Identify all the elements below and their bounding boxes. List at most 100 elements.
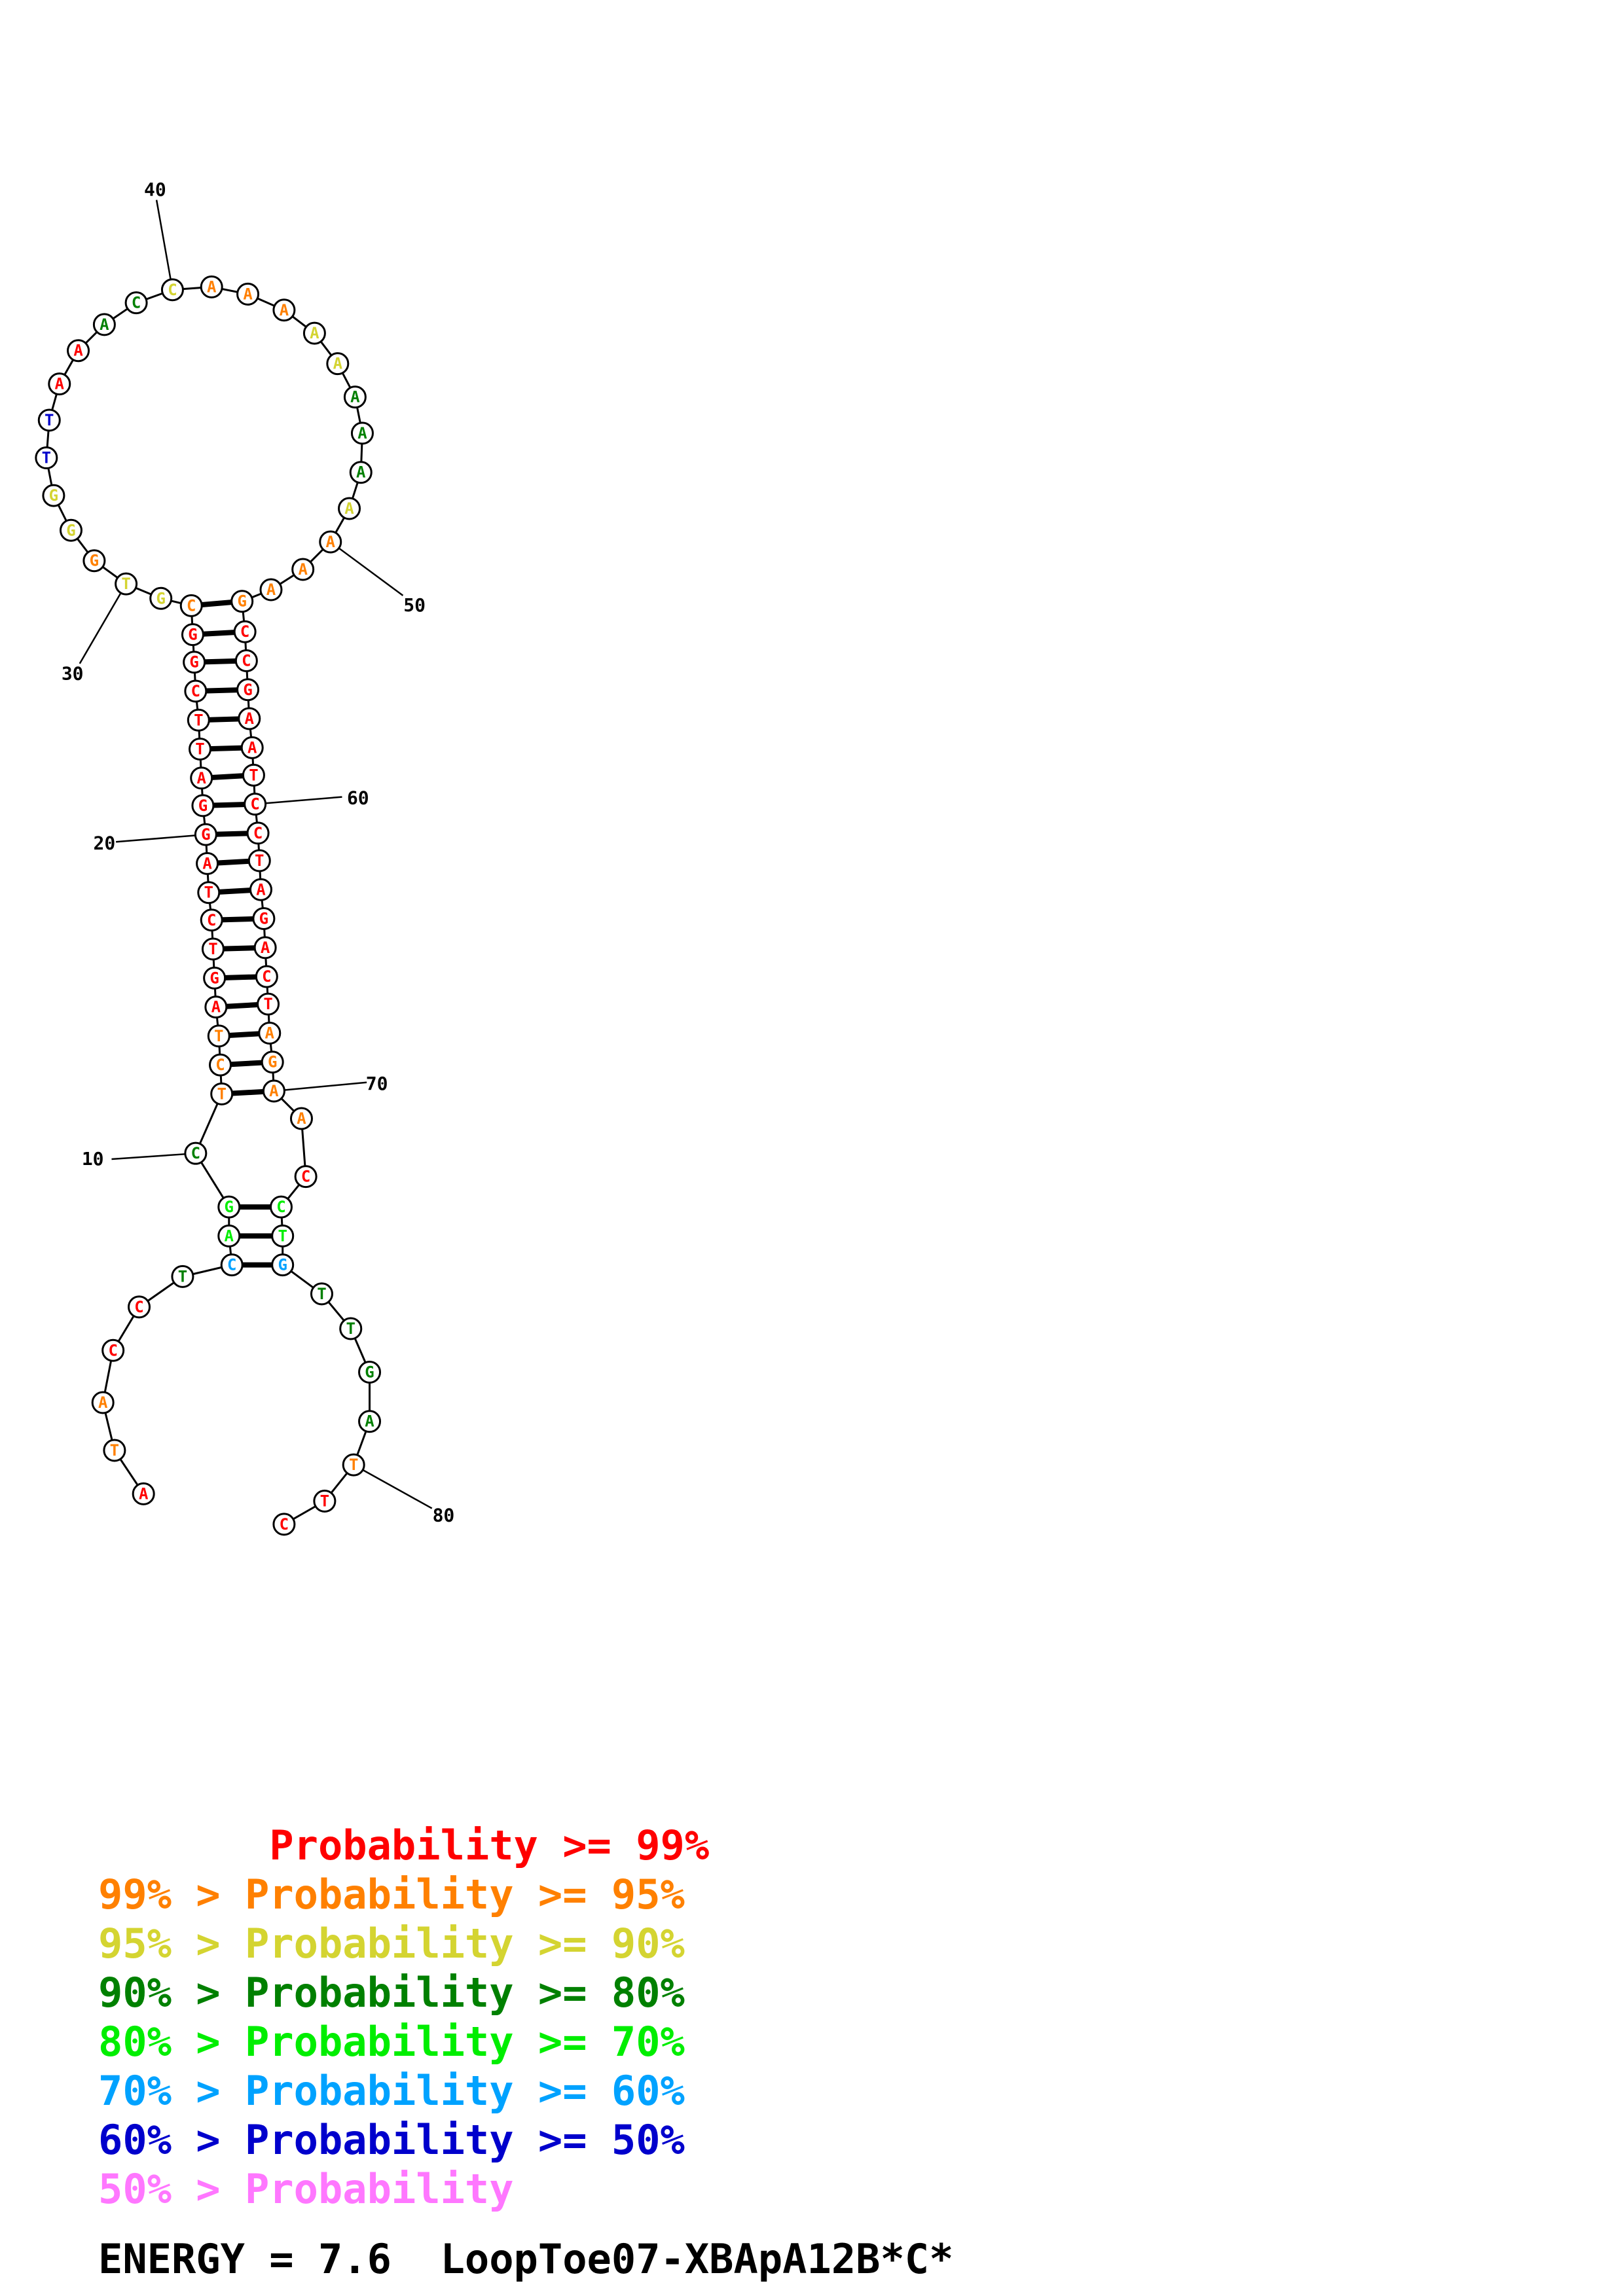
nucleotide-27: G	[181, 623, 204, 647]
nucleotide-circle	[37, 408, 61, 432]
nucleotide-circle	[349, 461, 373, 484]
nucleotide-base: A	[100, 315, 109, 334]
nucleotide-35: T	[37, 408, 61, 432]
nucleotide-64: G	[252, 907, 276, 931]
position-label: 80	[433, 1504, 455, 1526]
nucleotide-circle	[259, 578, 283, 601]
nucleotide-circle	[249, 878, 272, 901]
position-label: 30	[62, 662, 84, 684]
nucleotide-76: T	[310, 1282, 333, 1306]
nucleotide-base: C	[191, 1144, 200, 1162]
nucleotide-18: T	[197, 881, 221, 905]
nucleotide-79: A	[358, 1410, 382, 1433]
nucleotide-68: A	[258, 1021, 282, 1045]
position-label-leader	[79, 583, 127, 664]
nucleotide-base: G	[90, 552, 99, 570]
nucleotide-circle	[258, 1021, 282, 1045]
nucleotide-78: G	[358, 1360, 382, 1384]
nucleotide-base: C	[262, 967, 271, 986]
nucleotide-circle	[230, 590, 254, 613]
nucleotide-circle	[204, 996, 228, 1019]
nucleotide-circle	[91, 1391, 115, 1414]
nucleotide-base: C	[242, 651, 251, 670]
nucleotide-circle	[160, 278, 184, 302]
nucleotide-circle	[42, 484, 65, 507]
legend-row-p50: 60% > Probability >= 50%	[98, 2116, 685, 2164]
nucleotide-65: A	[253, 936, 277, 960]
nucleotide-base: A	[225, 1227, 234, 1245]
nucleotide-30: T	[115, 572, 138, 596]
nucleotide-circle	[302, 321, 326, 345]
legend-row-p70: 80% > Probability >= 70%	[98, 2018, 685, 2066]
nucleotide-41: A	[200, 275, 223, 298]
position-label: 40	[144, 179, 166, 200]
nucleotide-72: C	[294, 1165, 318, 1189]
nucleotide-base: A	[98, 1393, 108, 1412]
nucleotide-base: T	[110, 1441, 119, 1460]
position-label: 50	[403, 594, 426, 616]
nucleotide-base: C	[301, 1168, 310, 1186]
nucleotide-circle	[183, 651, 206, 674]
nucleotide-base: G	[189, 653, 198, 672]
nucleotide-base: C	[207, 911, 216, 929]
nucleotide-75: G	[271, 1253, 295, 1277]
legend-row-p0: 50% > Probability	[98, 2165, 514, 2213]
nucleotide-13: T	[207, 1024, 230, 1048]
nucleotide-63: A	[249, 878, 272, 901]
nucleotide-base: A	[357, 424, 367, 442]
nucleotide-circle	[240, 736, 264, 759]
nucleotide-49: A	[338, 497, 361, 520]
nucleotide-base: A	[247, 738, 257, 757]
nucleotide-58: A	[240, 736, 264, 759]
nucleotide-32: G	[59, 518, 82, 542]
nucleotide-circle	[115, 572, 138, 596]
nucleotide-circle	[189, 738, 212, 761]
nucleotide-circle	[247, 849, 271, 872]
nucleotide-base: A	[333, 355, 343, 373]
nucleotide-40: C	[160, 278, 184, 302]
nucleotide-7: C	[220, 1253, 244, 1277]
nucleotide-circle	[262, 1079, 285, 1103]
nucleotide-80: T	[342, 1453, 365, 1477]
nucleotide-5: C	[128, 1295, 151, 1319]
base-pair-bonds	[191, 598, 283, 1268]
nucleotide-base: T	[217, 1085, 226, 1103]
nucleotide-36: A	[48, 372, 71, 396]
position-label: 20	[94, 832, 116, 853]
nucleotide-base: A	[298, 560, 308, 579]
nucleotide-67: T	[257, 992, 280, 1016]
nucleotide-base: A	[266, 581, 276, 599]
nucleotide-base: T	[208, 940, 217, 958]
nucleotide-base: G	[278, 1256, 287, 1274]
nucleotide-base: T	[263, 995, 272, 1013]
nucleotide-1: A	[132, 1482, 155, 1505]
nucleotide-base: A	[73, 342, 83, 360]
nucleotide-61: C	[246, 821, 270, 845]
nucleotide-circle	[35, 446, 58, 470]
nucleotide-circle	[103, 1439, 126, 1462]
nucleotide-circle	[196, 852, 219, 875]
nucleotide-base: G	[188, 626, 197, 644]
position-label: 10	[82, 1148, 104, 1170]
nucleotide-59: T	[242, 763, 265, 787]
nucleotide-base: C	[240, 622, 249, 641]
nucleotide-74: T	[271, 1224, 295, 1247]
nucleotide-circle	[234, 649, 258, 672]
position-label-leader	[111, 1152, 196, 1160]
nucleotide-circle	[207, 1024, 230, 1048]
nucleotide-circle	[181, 623, 204, 647]
position-label-leader	[255, 796, 342, 805]
nucleotide-53: G	[230, 590, 254, 613]
nucleotide-circle	[48, 372, 71, 396]
nucleotide-29: G	[149, 586, 173, 610]
nucleotide-base: G	[365, 1363, 374, 1381]
nucleotide-15: G	[203, 966, 227, 990]
legend-row-p90: 95% > Probability >= 90%	[98, 1920, 685, 1967]
nucleotide-circle	[358, 1410, 382, 1433]
nucleotide-base: A	[365, 1412, 374, 1431]
nucleotide-9: G	[217, 1195, 241, 1219]
nucleotide-66: C	[255, 965, 278, 988]
nucleotide-base: C	[187, 596, 196, 615]
nucleotide-base: T	[249, 766, 258, 784]
